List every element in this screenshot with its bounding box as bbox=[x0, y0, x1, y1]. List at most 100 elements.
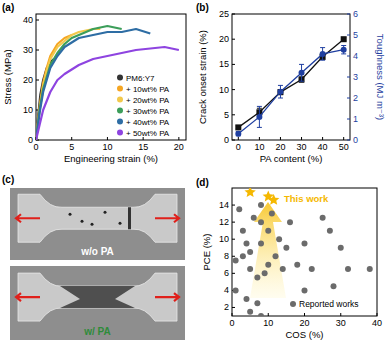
error-bar bbox=[341, 46, 346, 54]
tension-arrow bbox=[16, 293, 40, 301]
error-bar bbox=[278, 85, 283, 98]
data-point bbox=[258, 313, 264, 316]
x-tick-label: 5 bbox=[69, 142, 74, 152]
y-tick bbox=[36, 80, 39, 81]
data-point bbox=[244, 188, 255, 197]
y2-tick-label: 5 bbox=[353, 30, 358, 40]
y-axis-label: Stress (MPa) bbox=[2, 49, 13, 104]
x-tick-label: 40 bbox=[372, 318, 382, 328]
legend-swatch bbox=[117, 119, 123, 125]
y-tick bbox=[232, 256, 235, 257]
y2-tick-label: 1 bbox=[353, 114, 358, 124]
data-point bbox=[254, 300, 260, 306]
y-axis-label: PCE (%) bbox=[201, 234, 212, 271]
y-tick-label: 40 bbox=[23, 15, 33, 25]
crack bbox=[128, 207, 131, 229]
defect bbox=[119, 222, 122, 225]
data-point bbox=[236, 206, 242, 212]
photo bbox=[10, 188, 185, 260]
y-tick-label: 8 bbox=[224, 251, 229, 261]
x-tick bbox=[377, 313, 378, 316]
legend-label: + 10wt% PA bbox=[126, 85, 170, 94]
series-line bbox=[238, 50, 343, 134]
photo-label: w/o PA bbox=[80, 246, 114, 257]
data-point bbox=[235, 124, 241, 130]
photo-background bbox=[10, 188, 185, 260]
legend-label: PM6:Y7 bbox=[126, 74, 155, 83]
y-tick bbox=[232, 239, 235, 240]
data-point bbox=[269, 211, 275, 217]
x-tick bbox=[304, 313, 305, 316]
data-point bbox=[247, 249, 253, 255]
data-point bbox=[280, 266, 286, 272]
y-tick-label: 2 bbox=[224, 302, 229, 312]
data-point bbox=[240, 228, 246, 234]
defect bbox=[91, 223, 94, 226]
tension-arrow bbox=[16, 214, 40, 222]
data-point bbox=[345, 266, 351, 272]
y2-tick bbox=[347, 56, 350, 57]
data-point bbox=[276, 236, 282, 242]
data-point bbox=[341, 47, 347, 53]
figure: 05101520010203040(a)Engineering strain (… bbox=[0, 0, 387, 351]
stress-strain-curve bbox=[36, 47, 179, 140]
photo bbox=[10, 266, 185, 340]
y-tick-label: 10 bbox=[219, 85, 229, 95]
data-point bbox=[244, 296, 250, 302]
data-point bbox=[273, 253, 279, 259]
x-tick bbox=[340, 313, 341, 316]
y2-tick bbox=[347, 119, 350, 120]
plot-area bbox=[36, 26, 179, 140]
x-tick-label: 10 bbox=[102, 142, 112, 152]
legend-swatch bbox=[290, 301, 296, 307]
plot-frame bbox=[232, 14, 350, 140]
stress-strain-curve bbox=[36, 26, 122, 140]
x-tick-label: 20 bbox=[299, 318, 309, 328]
y2-tick-label: 4 bbox=[353, 51, 358, 61]
defect bbox=[104, 211, 107, 214]
x-tick bbox=[280, 137, 281, 140]
tension-arrow bbox=[155, 293, 179, 301]
data-point bbox=[277, 89, 283, 95]
y2-tick bbox=[347, 35, 350, 36]
x-tick-label: 10 bbox=[254, 142, 264, 152]
x-tick-label: 40 bbox=[318, 142, 328, 152]
specimen bbox=[18, 273, 177, 321]
y-tick-label: 10 bbox=[23, 105, 33, 115]
y-tick-label: 5 bbox=[224, 110, 229, 120]
y-tick-label: 0 bbox=[224, 135, 229, 145]
y-tick bbox=[36, 50, 39, 51]
x-tick bbox=[343, 137, 344, 140]
data-point bbox=[309, 266, 315, 272]
plot-area bbox=[233, 188, 373, 316]
x-tick-label: 10 bbox=[263, 318, 273, 328]
data-point bbox=[256, 114, 262, 120]
y2-tick bbox=[347, 140, 350, 141]
y2-tick bbox=[347, 14, 350, 15]
data-point bbox=[233, 287, 239, 293]
data-point bbox=[268, 194, 279, 205]
x-tick-label: 0 bbox=[236, 142, 241, 152]
x-tick bbox=[178, 137, 179, 140]
error-bar bbox=[320, 48, 325, 61]
y2-axis-label: Toughness (MJ m⁻³) bbox=[375, 34, 386, 120]
y-tick-label: 12 bbox=[219, 217, 229, 227]
data-point bbox=[294, 262, 300, 268]
data-point bbox=[302, 240, 308, 246]
data-point bbox=[299, 70, 305, 76]
y-tick-label: 0 bbox=[28, 135, 33, 145]
defect bbox=[81, 220, 84, 223]
y-tick-label: 30 bbox=[23, 45, 33, 55]
x-axis-label: COS (%) bbox=[286, 329, 324, 340]
y-tick-label: 15 bbox=[219, 59, 229, 69]
x-tick-label: 20 bbox=[174, 142, 184, 152]
y-tick-label: 10 bbox=[219, 234, 229, 244]
data-point bbox=[247, 266, 253, 272]
data-point bbox=[367, 266, 373, 272]
x-tick-label: 0 bbox=[33, 142, 38, 152]
y-tick bbox=[232, 140, 235, 141]
panel-label: (c) bbox=[2, 174, 14, 185]
photo-label: w/ PA bbox=[83, 326, 110, 337]
error-bar bbox=[278, 90, 283, 95]
x-tick bbox=[238, 137, 239, 140]
